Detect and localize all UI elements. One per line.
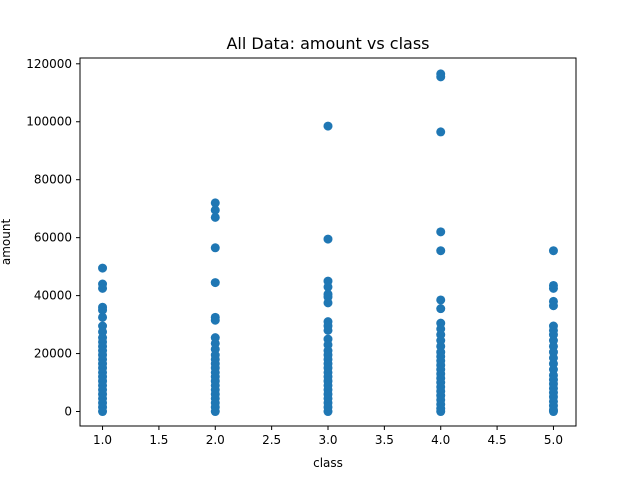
data-point [98, 312, 108, 322]
y-axis-label: amount [0, 219, 13, 266]
data-point [98, 283, 108, 293]
data-point [210, 205, 220, 215]
data-point [98, 407, 108, 417]
x-tick-label: 4.0 [431, 433, 450, 447]
x-tick-label: 3.0 [318, 433, 337, 447]
data-point [323, 121, 333, 131]
x-tick-label: 1.5 [149, 433, 168, 447]
x-tick-label: 2.0 [206, 433, 225, 447]
data-point [548, 246, 558, 256]
y-tick-label: 60000 [34, 231, 72, 245]
data-point [210, 212, 220, 222]
data-point [323, 407, 333, 417]
data-point [548, 283, 558, 293]
y-tick-label: 100000 [26, 115, 72, 129]
x-tick-label: 5.0 [544, 433, 563, 447]
data-point [210, 278, 220, 288]
data-point [436, 295, 446, 305]
data-point [323, 298, 333, 308]
y-tick-label: 0 [64, 405, 72, 419]
data-point [548, 301, 558, 311]
data-point [436, 407, 446, 417]
x-tick-label: 2.5 [262, 433, 281, 447]
x-tick-label: 4.5 [488, 433, 507, 447]
data-point [436, 72, 446, 82]
plot-area [79, 57, 577, 427]
y-tick-label: 20000 [34, 347, 72, 361]
chart-title: All Data: amount vs class [226, 34, 429, 53]
x-tick-label: 1.0 [93, 433, 112, 447]
y-axis-ticks: 0 20000 40000 60000 80000 100000 120000 [26, 57, 80, 419]
data-point [548, 407, 558, 417]
data-point [436, 127, 446, 137]
y-tick-label: 40000 [34, 289, 72, 303]
data-point [210, 243, 220, 253]
data-point [436, 227, 446, 237]
data-point [436, 304, 446, 314]
y-tick-label: 80000 [34, 173, 72, 187]
data-point [210, 315, 220, 325]
data-point [323, 282, 333, 292]
data-point [323, 325, 333, 335]
data-point [98, 263, 108, 273]
x-axis-label: class [313, 456, 343, 470]
data-point [98, 305, 108, 315]
data-point [436, 246, 446, 256]
data-point [323, 234, 333, 244]
x-tick-label: 3.5 [375, 433, 394, 447]
y-tick-label: 120000 [26, 57, 72, 71]
data-point [210, 407, 220, 417]
data-points [98, 69, 558, 417]
x-axis-ticks: 1.0 1.5 2.0 2.5 3.0 3.5 4.0 4.5 5.0 [93, 426, 563, 447]
data-point [210, 198, 220, 208]
